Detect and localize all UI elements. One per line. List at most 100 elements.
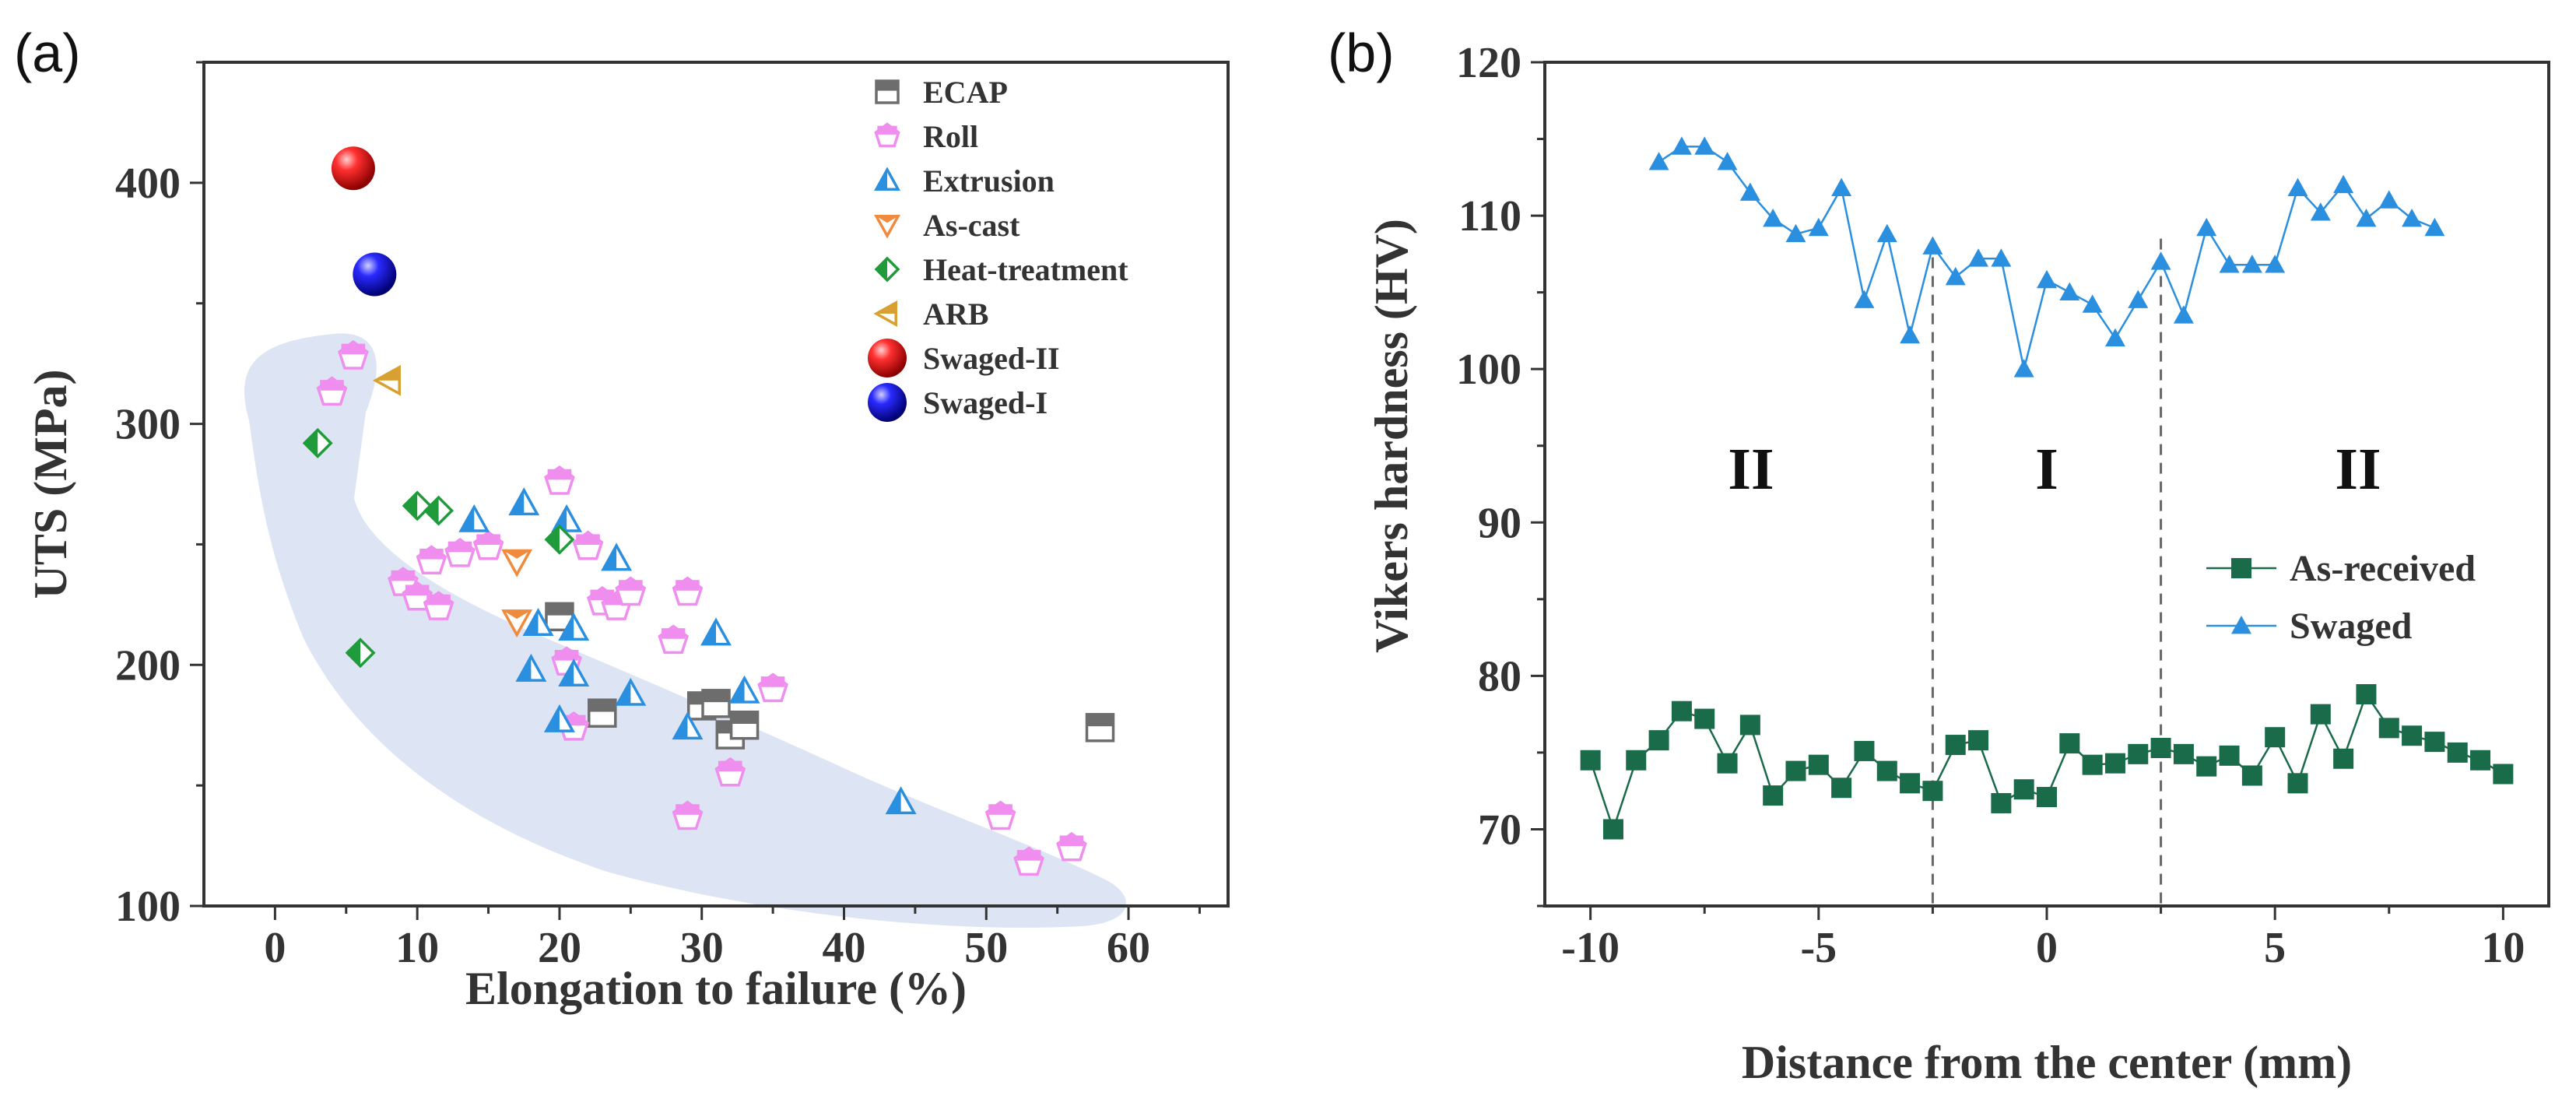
point-roll [544,465,575,495]
x-tick-label-b: -10 [1561,924,1620,972]
point-swaged [2082,294,2103,313]
point-as-received [1648,730,1669,751]
y-tick-label-b: 100 [1456,346,1521,394]
point-ecap [1085,713,1115,743]
point-swaged [1968,248,1989,267]
point-swaged [2310,202,2331,221]
point-swaged [2037,269,2057,289]
legend-label-extrusion: Extrusion [923,163,1055,198]
point-extrusion [522,608,554,636]
point-ecap [701,689,731,718]
line-swaged [1658,146,2435,370]
point-roll [615,576,647,606]
point-roll [472,530,504,560]
point-as-received [2265,727,2286,748]
legend-marker-as-received [2231,558,2251,578]
point-swaged [1739,182,1760,201]
legend-a: ECAP Roll Extrusion As-cast Heat-treatment AR… [868,75,1128,422]
point-swaged [2219,255,2240,273]
point-as-received [2219,745,2240,766]
point-roll [444,537,476,567]
point-swaged [1808,217,1829,237]
point-roll [1056,831,1087,862]
point-roll [1013,846,1044,876]
point-roll [984,800,1016,830]
x-tick-label-b: 10 [2481,924,2525,972]
point-roll [423,591,454,620]
y-tick-label-b: 70 [1478,806,1521,854]
point-as-received [1626,750,1647,771]
point-as-received [2356,684,2377,705]
x-tick-label-a: 40 [823,924,866,972]
point-swaged [1785,223,1806,243]
point-swaged [2104,328,2125,347]
point-as-received [2470,750,2491,771]
point-swaged-ii [331,146,375,191]
legend-marker-swaged-ii [868,339,907,377]
point-swaged [1694,136,1715,155]
point-swaged [2150,251,2171,270]
point-roll [672,576,704,606]
point-swaged [2378,190,2399,209]
x-tick-label-b: 5 [2264,924,2286,972]
point-swaged [2013,359,2034,377]
point-swaged [2402,209,2423,227]
point-as-received [2241,765,2262,786]
point-as-received [1945,735,1966,756]
point-as-received [1854,740,1875,761]
y-axis-title-b: Vikers hardness (HV) [1366,219,1417,653]
region-label-left: II [1728,437,1774,502]
point-extrusion [458,504,490,532]
point-extrusion [515,653,547,682]
point-as-received [1831,778,1852,799]
legend-marker-ecap [875,79,900,104]
legend-label-swaged-ii: Swaged-II [923,341,1060,376]
point-as-received [2333,748,2354,769]
legend-label-ecap: ECAP [923,75,1008,110]
y-tick-label-b: 80 [1478,652,1521,700]
axis-ticks-b [1531,61,2504,920]
region-label-right: II [2335,437,2381,502]
point-as-cast [501,609,533,638]
legend-label-arb: ARB [923,297,988,332]
point-roll [316,376,348,406]
point-as-received [1968,730,1989,751]
point-as-received [2082,754,2103,775]
legend-label-swaged-i: Swaged-I [923,385,1048,420]
point-as-received [1602,819,1623,840]
markers-b [1580,136,2514,840]
point-heat-treatment [345,637,376,669]
point-swaged [2356,209,2377,227]
x-tick-label-a: 50 [964,924,1008,972]
point-swaged [1831,177,1852,197]
x-axis-title-a: Elongation to failure (%) [465,963,967,1014]
point-as-received [2310,704,2331,725]
legend-marker-extrusion [874,167,900,191]
point-extrusion [543,704,575,732]
markers-a [302,146,1115,876]
point-extrusion [672,711,704,740]
point-as-received [2059,733,2080,754]
y-tick-label-a: 100 [115,883,181,931]
y-tick-label-a: 400 [115,160,181,208]
point-roll [672,800,704,830]
point-as-received [1785,760,1806,781]
point-as-cast [501,549,533,578]
point-roll [416,545,447,574]
point-extrusion [558,613,590,641]
point-as-received [1876,760,1897,781]
point-swaged [2241,255,2262,273]
point-swaged [1763,209,1784,227]
point-as-received [2037,787,2057,808]
point-ecap [588,698,617,728]
point-swaged [1876,223,1897,243]
legend-marker-as-cast [874,215,900,239]
point-as-received [1808,754,1829,775]
x-tick-label-a: 60 [1107,924,1150,972]
legend-label-heat-treatment: Heat-treatment [923,252,1128,287]
point-roll [572,530,604,560]
legend-label-as-cast: As-cast [923,208,1020,243]
y-tick-label-a: 300 [115,401,181,449]
point-swaged [1945,266,1966,286]
